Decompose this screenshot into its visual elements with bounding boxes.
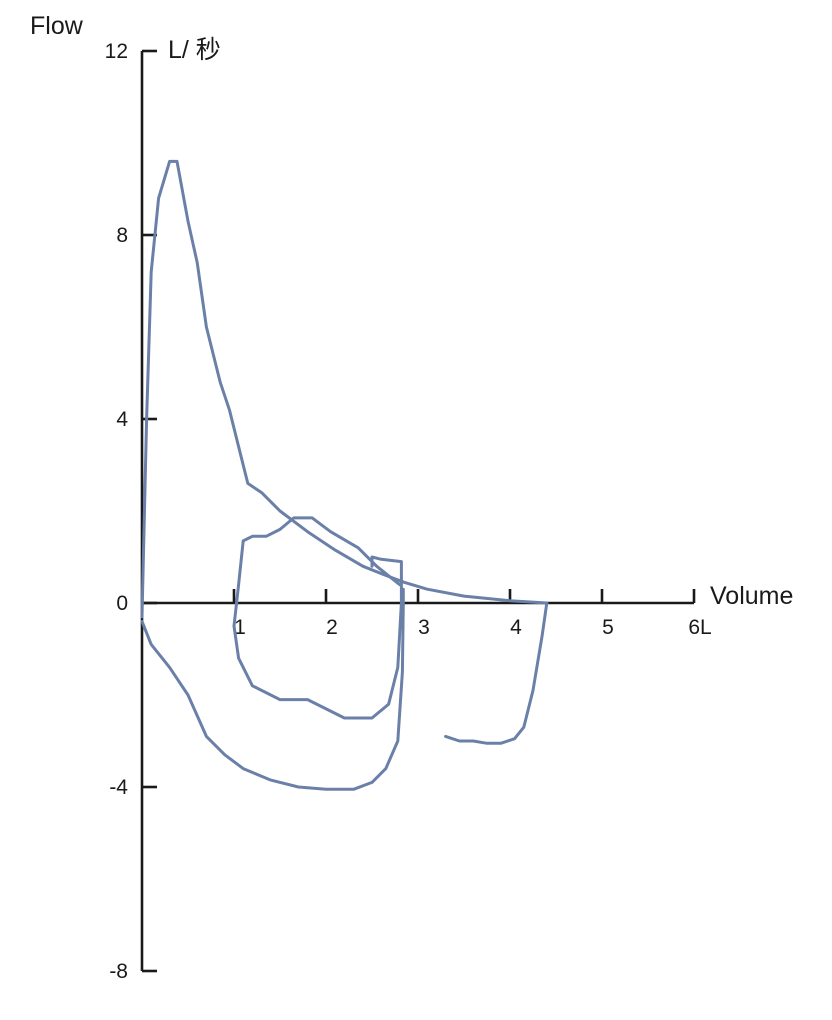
y-axis-unit: L/ 秒 bbox=[168, 36, 221, 64]
x-axis-title: Volume bbox=[710, 582, 793, 610]
y-tick-label: 0 bbox=[116, 592, 128, 615]
x-tick-label: 3 bbox=[418, 616, 430, 639]
x-tick-label: 6L bbox=[688, 616, 711, 639]
y-tick-label: 4 bbox=[116, 408, 128, 431]
x-ticks: 1 2 3 4 5 6L bbox=[232, 589, 712, 639]
y-tick-label: 12 bbox=[105, 40, 128, 63]
y-tick-label: -8 bbox=[109, 960, 128, 983]
flow-volume-curve-4 bbox=[444, 601, 549, 745]
y-tick-label: -4 bbox=[109, 776, 128, 799]
x-tick-label: 1 bbox=[234, 616, 246, 639]
flow-volume-curve-2 bbox=[232, 516, 403, 720]
flow-volume-curve-3 bbox=[140, 587, 405, 791]
x-tick-label: 2 bbox=[326, 616, 338, 639]
y-tick-label: 8 bbox=[116, 224, 128, 247]
x-tick-label: 4 bbox=[510, 616, 522, 639]
curves bbox=[140, 159, 549, 791]
y-ticks: 12 8 4 0 -4 -8 bbox=[105, 40, 157, 983]
x-tick-label: 5 bbox=[602, 616, 614, 639]
flow-volume-curve-1 bbox=[140, 159, 549, 619]
y-axis-title: Flow bbox=[30, 12, 84, 40]
axes bbox=[140, 51, 694, 971]
